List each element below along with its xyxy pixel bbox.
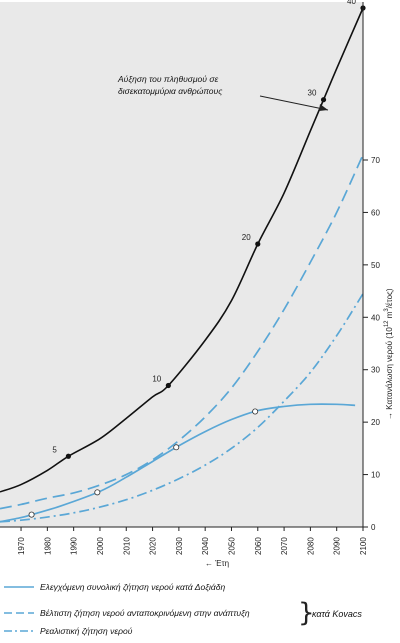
population-marker-label: 20 xyxy=(242,233,251,242)
annotation-layer: Αύξηση του πληθυσμού σε δισεκατομμύρια αν… xyxy=(117,74,329,111)
x-tick-label: 1970 xyxy=(17,537,26,555)
y-tick-label: 10 xyxy=(371,471,380,480)
legend-label: Ρεαλιστική ζήτηση νερού xyxy=(40,626,133,636)
series-line-3 xyxy=(0,293,364,523)
legend-item-optimal: Βέλτιστη ζήτηση νερού ανταποκρινόμενη στ… xyxy=(4,606,250,620)
legend-item-doxiadis: Ελεγχόμενη συνολική ζήτηση νερού κατά Δο… xyxy=(4,580,225,594)
series-line-2 xyxy=(0,154,364,510)
population-annotation-line2: δισεκατομμύρια ανθρώπους xyxy=(118,86,223,96)
legend: Ελεγχόμενη συνολική ζήτηση νερού κατά Δο… xyxy=(0,570,400,643)
population-marker xyxy=(255,241,261,247)
legend-label: Βέλτιστη ζήτηση νερού ανταποκρινόμενη στ… xyxy=(40,608,250,618)
x-axis-label: ← Έτη xyxy=(205,559,229,568)
legend-label: Ελεγχόμενη συνολική ζήτηση νερού κατά Δο… xyxy=(40,582,226,592)
y-tick-label: 30 xyxy=(371,366,380,375)
annotation-arrow xyxy=(259,95,329,111)
y-tick-label: 50 xyxy=(371,261,380,270)
x-tick-label: 1990 xyxy=(70,537,79,555)
x-tick-label: 2050 xyxy=(227,537,236,555)
y-tick-label: 0 xyxy=(371,523,376,532)
x-tick-label: 2060 xyxy=(254,537,263,555)
water-demand-marker xyxy=(173,444,180,451)
legend-brace-icon: } xyxy=(298,598,315,628)
population-marker-label: 10 xyxy=(152,375,161,384)
population-marker xyxy=(320,97,327,103)
y-tick-label: 70 xyxy=(371,156,380,165)
population-marker-label: 40 xyxy=(347,0,356,6)
x-tick-label: 2030 xyxy=(175,537,184,555)
water-demand-marker xyxy=(252,408,259,415)
x-tick-label: 2080 xyxy=(306,537,315,555)
population-marker-label: 30 xyxy=(308,89,317,98)
plot-area xyxy=(0,2,363,527)
legend-dashed-line-icon xyxy=(4,612,34,614)
x-tick-label: 1980 xyxy=(43,537,52,555)
series-line-1 xyxy=(0,403,356,523)
water-demand-marker xyxy=(28,511,35,518)
y-tick-label: 20 xyxy=(371,418,380,427)
x-tick-label: 2010 xyxy=(122,537,131,555)
population-marker-label: 5 xyxy=(52,445,57,454)
x-tick-label: 2070 xyxy=(280,537,289,555)
x-tick-label: 2000 xyxy=(96,537,105,555)
legend-solid-line-icon xyxy=(4,586,34,588)
legend-dashdot-line-icon xyxy=(4,630,34,632)
legend-item-realistic: Ρεαλιστική ζήτηση νερού xyxy=(4,624,132,638)
x-tick-label: 2090 xyxy=(333,537,342,555)
annotation-arrowhead-icon xyxy=(319,104,328,111)
series-layer: 5 10 20 30 40 xyxy=(0,0,366,523)
population-annotation-line1: Αύξηση του πληθυσμού σε xyxy=(117,74,218,84)
population-marker xyxy=(165,382,171,389)
x-tick-label: 2020 xyxy=(149,537,158,555)
legend-group-label: κατά Kovacs xyxy=(312,609,362,619)
water-demand-marker xyxy=(94,489,101,496)
series-line-0 xyxy=(0,7,364,493)
y-tick-label: 40 xyxy=(371,313,380,322)
x-tick-label: 2100 xyxy=(359,537,368,555)
y-axis-label: → Κατανάλωση νερού (1012 m3/έτος) xyxy=(384,288,394,420)
population-marker xyxy=(65,453,71,459)
y-tick-label: 60 xyxy=(371,208,380,217)
x-tick-label: 2040 xyxy=(201,537,210,555)
